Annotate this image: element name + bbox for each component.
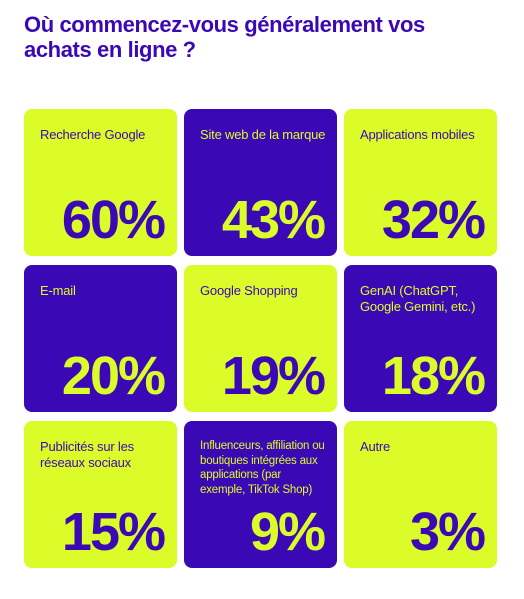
stat-tile: E-mail 20% <box>24 265 177 412</box>
tile-value: 3% <box>409 502 486 562</box>
stat-tile: Google Shopping 19% <box>184 265 337 412</box>
tile-value: 60% <box>61 190 166 250</box>
chart-title: Où commencez-vous généralement vos achat… <box>24 12 425 62</box>
tile-value: 9% <box>249 502 326 562</box>
tile-label: Publicités sur les réseaux sociaux <box>40 439 134 470</box>
stat-tile: Applications mobiles 32% <box>344 109 497 256</box>
tile-label: GenAI (ChatGPT, Google Gemini, etc.) <box>360 283 476 314</box>
tile-label: E-mail <box>40 283 76 298</box>
stat-tile: Recherche Google 60% <box>24 109 177 256</box>
tile-label: Recherche Google <box>40 127 146 142</box>
tile-value: 43% <box>221 190 326 250</box>
tile-label: Autre <box>360 439 391 454</box>
tile-value: 32% <box>381 190 486 250</box>
stat-tile: Autre 3% <box>344 421 497 568</box>
tile-label: Google Shopping <box>200 283 298 298</box>
stat-tile: Publicités sur les réseaux sociaux 15% <box>24 421 177 568</box>
tile-value: 18% <box>381 346 486 406</box>
stat-tile-grid: Recherche Google 60% Site web de la marq… <box>24 109 497 568</box>
tile-value: 15% <box>61 502 166 562</box>
stat-tile: Site web de la marque 43% <box>184 109 337 256</box>
tile-label: Applications mobiles <box>360 127 475 142</box>
stat-tile: Influenceurs, affiliation ou boutiques i… <box>184 421 337 568</box>
tile-value: 19% <box>221 346 326 406</box>
stat-tile: GenAI (ChatGPT, Google Gemini, etc.) 18% <box>344 265 497 412</box>
tile-label: Influenceurs, affiliation ou boutiques i… <box>200 440 325 496</box>
tile-value: 20% <box>61 346 166 406</box>
tile-label: Site web de la marque <box>200 127 326 142</box>
